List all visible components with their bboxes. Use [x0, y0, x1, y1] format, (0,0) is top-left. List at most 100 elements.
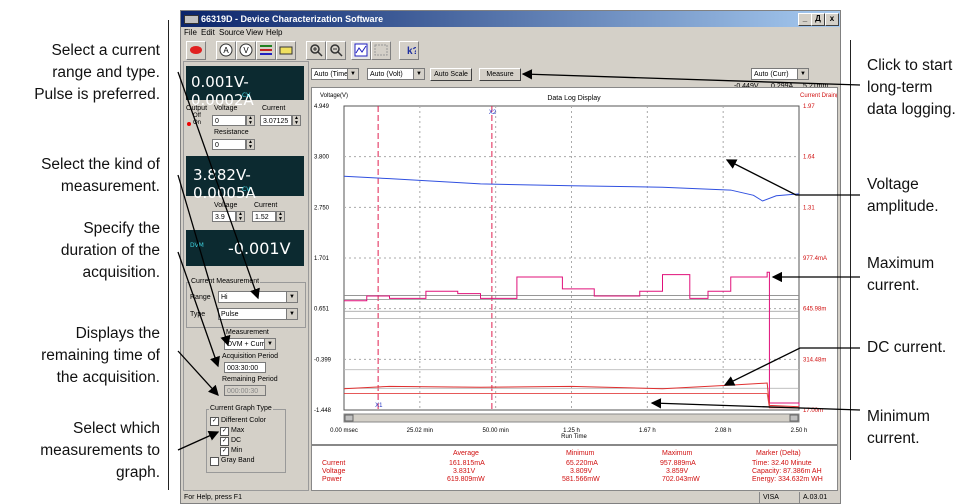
supply1-display: 0.001V-0.0002A CV: [186, 66, 304, 109]
minimize-button[interactable]: _: [798, 13, 812, 26]
voltage1-spinner[interactable]: ▲ ▼: [246, 115, 255, 126]
current-measurement-group: [186, 282, 306, 328]
auto-scale-button[interactable]: Auto Scale: [430, 68, 472, 81]
callout-line: Select the kind of: [41, 156, 160, 173]
current1-spinner[interactable]: ▲ ▼: [292, 115, 301, 126]
measurement-select[interactable]: DVM + Curr ▼: [224, 338, 276, 350]
y-tick-label: 4.949: [314, 104, 330, 110]
svg-text:A: A: [223, 46, 229, 55]
chevron-down-icon: ▼: [264, 339, 275, 349]
output-off[interactable]: Off: [193, 113, 201, 119]
ammeter-icon[interactable]: A: [216, 41, 236, 60]
dc-current-series: [343, 382, 800, 408]
menu-source[interactable]: Source: [219, 28, 245, 37]
measure-button[interactable]: Measure: [479, 68, 521, 81]
resistance-spinner[interactable]: ▲ ▼: [246, 139, 255, 150]
stat-label-current: Current: [322, 460, 346, 467]
y-tick-label: -0.399: [314, 357, 332, 363]
chevron-down-icon: ▼: [797, 69, 808, 79]
readout-current: 0.299A: [771, 83, 793, 90]
acq-period-field[interactable]: 003:30:00: [224, 362, 266, 373]
callout-line: range and type.: [52, 64, 160, 81]
callout-min-current: Minimum current.: [867, 406, 974, 450]
minimum-current: 65.220mA: [566, 460, 598, 467]
menu-view[interactable]: View: [246, 28, 264, 37]
current2-field[interactable]: 1.52: [252, 211, 276, 222]
different-color-checkbox[interactable]: ✓: [210, 417, 219, 426]
current1-field[interactable]: 3.07125: [260, 115, 292, 126]
list-icon[interactable]: [256, 41, 276, 60]
volt-scale-value: Auto (Volt): [370, 71, 403, 78]
max-label: Max: [231, 427, 245, 434]
menu-file[interactable]: File: [184, 28, 197, 37]
curr-scale-select[interactable]: Auto (Curr) ▼: [751, 68, 809, 80]
output-on[interactable]: On: [193, 120, 202, 126]
dvm-reading: -0.001V: [228, 239, 291, 258]
voltage2-label: Voltage: [214, 202, 238, 209]
zoom-out-icon[interactable]: [326, 41, 346, 60]
chevron-down-icon: ▼: [413, 69, 424, 79]
close-button[interactable]: x: [825, 13, 839, 26]
callout-voltage: Voltage amplitude.: [867, 174, 974, 218]
curr-scale-value: Auto (Curr): [754, 71, 789, 78]
range-value: Hi: [221, 294, 228, 301]
time-scale-select[interactable]: Auto (Time) ▼: [311, 68, 359, 80]
callout-line: the acquisition.: [56, 369, 160, 386]
voltage2-field[interactable]: 3.9: [212, 211, 236, 222]
callout-line: Minimum: [867, 408, 930, 425]
data-log-chart[interactable]: Voltage(V) Data Log Display Current Drain(…: [312, 88, 837, 444]
callout-line: duration of the: [60, 242, 160, 259]
dvm-prefix: DVM: [190, 242, 204, 249]
meter-icon[interactable]: [276, 41, 296, 60]
voltage1-field[interactable]: 0: [212, 115, 246, 126]
callout-line: long-term: [867, 79, 933, 96]
type-select[interactable]: Pulse ▼: [218, 308, 298, 320]
grid-icon[interactable]: [371, 41, 391, 60]
minimum-power: 581.566mW: [562, 476, 600, 483]
resistance-field[interactable]: 0: [212, 139, 246, 150]
gray-band-checkbox[interactable]: [210, 457, 219, 466]
dc-checkbox[interactable]: ✓: [220, 437, 229, 446]
y2-axis-label: Current Drain(A): [800, 93, 837, 99]
supply1-mode: CV: [242, 92, 251, 99]
callout-line: measurements to: [40, 442, 160, 459]
marker-label-x1: X1: [375, 403, 383, 409]
y2-tick-label: 645.98m: [803, 307, 826, 313]
dvm-display: DVM -0.001V: [186, 230, 304, 266]
volt-scale-select[interactable]: Auto (Volt) ▼: [367, 68, 425, 80]
acq-period-label: Acquisition Period: [222, 353, 279, 360]
menu-edit[interactable]: Edit: [201, 28, 215, 37]
y-tick-label: -1.448: [314, 408, 332, 414]
range-select[interactable]: Hi ▼: [218, 291, 298, 303]
max-checkbox[interactable]: ✓: [220, 427, 229, 436]
x-tick-label: 2.08 h: [715, 428, 732, 434]
graph-icon[interactable]: [351, 41, 371, 60]
callout-line: measurement.: [60, 178, 160, 195]
chart-scrollbar: [343, 413, 800, 423]
average-current: 161.815mA: [449, 460, 485, 467]
voltage2-spinner[interactable]: ▲ ▼: [236, 211, 245, 222]
average-voltage: 3.831V: [453, 468, 476, 475]
supply2-display: 3.882V-0.0005A CV: [186, 156, 304, 202]
maximize-button[interactable]: Д: [811, 13, 825, 26]
voltage1-label: Voltage: [214, 105, 238, 112]
zoom-in-icon[interactable]: [306, 41, 326, 60]
measurement-value: DVM + Curr: [227, 341, 265, 348]
x-tick-label: 1.67 h: [639, 428, 656, 434]
stop-icon[interactable]: [186, 41, 206, 60]
minimum-voltage: 3.809V: [570, 468, 593, 475]
range-label: Range: [190, 294, 211, 301]
min-checkbox[interactable]: ✓: [220, 447, 229, 456]
control-panel: 0.001V-0.0002A CV Output Off On Voltage …: [183, 61, 309, 491]
callout-line: amplitude.: [867, 198, 939, 215]
help-icon[interactable]: k?: [399, 41, 419, 60]
current2-label: Current: [254, 202, 278, 209]
menu-help[interactable]: Help: [266, 28, 283, 37]
callout-line: remaining time of: [41, 347, 160, 364]
voltmeter-icon[interactable]: V: [236, 41, 256, 60]
callout-duration: Specify the duration of the acquisition.: [0, 218, 160, 284]
current2-spinner[interactable]: ▲ ▼: [276, 211, 285, 222]
readout-voltage: -0.449V: [734, 83, 759, 90]
average-title: Average: [453, 450, 479, 457]
supply2-mode: CV: [242, 186, 251, 193]
